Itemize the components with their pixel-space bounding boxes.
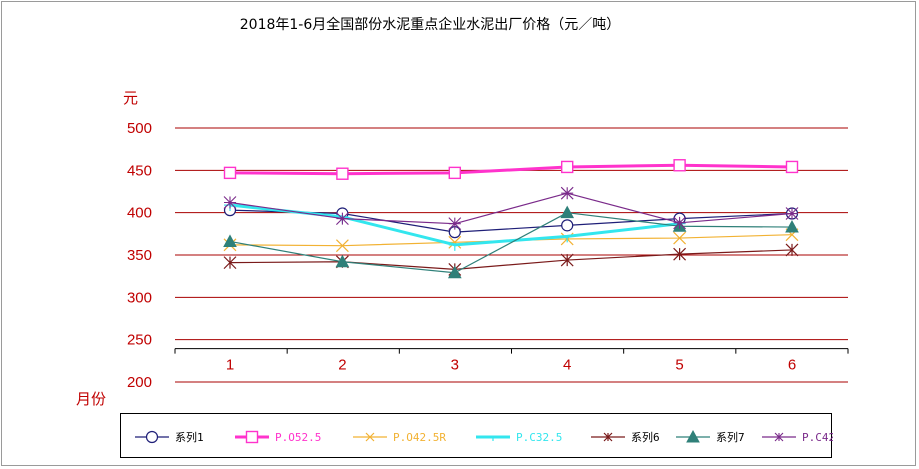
data-point — [335, 254, 350, 268]
data-point — [335, 239, 349, 253]
data-point — [561, 219, 574, 232]
legend-label: 系列1 — [175, 430, 204, 444]
series-0 — [223, 204, 799, 239]
legend-item-3: P.C32.5 — [476, 431, 562, 444]
y-tick-label-450: 450 — [127, 162, 152, 179]
y-tick-label-300: 300 — [127, 289, 152, 306]
data-point — [673, 216, 686, 230]
legend-item-0: 系列1 — [135, 430, 204, 444]
legend-label: P.C32.5 — [516, 431, 562, 444]
legend-marker — [686, 429, 700, 443]
data-point — [673, 231, 687, 245]
x-tick-label-5: 5 — [675, 357, 683, 374]
legend-marker — [145, 430, 159, 444]
data-point — [785, 207, 799, 220]
legend-marker — [245, 430, 259, 444]
x-tick-label-2: 2 — [338, 357, 346, 374]
data-point — [560, 205, 575, 219]
data-point — [785, 160, 799, 174]
legend-label: 系列6 — [631, 430, 660, 444]
data-point — [448, 217, 462, 231]
data-point — [223, 196, 237, 209]
data-point — [223, 256, 237, 270]
x-axis-label: 月份 — [76, 390, 106, 408]
legend-item-2: P.O42.5R — [353, 431, 446, 444]
data-point — [560, 186, 574, 200]
data-point — [560, 253, 574, 267]
legend-marker — [603, 432, 613, 442]
legend-marker — [365, 432, 375, 442]
y-tick-label-350: 350 — [127, 247, 152, 264]
data-point — [561, 160, 574, 174]
series-line-1 — [229, 163, 793, 176]
legend-label: 系列7 — [716, 430, 745, 444]
legend-item-5: 系列7 — [676, 429, 745, 444]
data-point — [673, 159, 686, 172]
y-tick-label-500: 500 — [127, 120, 152, 137]
data-point — [673, 247, 687, 261]
y-axis-label: 元 — [123, 89, 138, 107]
x-tick-label-6: 6 — [788, 357, 796, 374]
series-4 — [223, 243, 799, 276]
y-tick-label-400: 400 — [127, 205, 152, 222]
data-point — [336, 167, 349, 180]
legend-label: P.C42.5 — [802, 431, 833, 444]
series-line-5 — [229, 212, 793, 274]
legend-label: P.O52.5 — [275, 431, 321, 444]
legend-marker — [489, 436, 497, 441]
series-1 — [223, 159, 799, 180]
series-line-6 — [229, 192, 793, 225]
legend-item-6: P.C42.5 — [762, 431, 848, 444]
legend-label: P.O42.5R — [393, 431, 446, 444]
data-point — [448, 166, 461, 180]
data-point — [785, 220, 799, 233]
x-tick-label-1: 1 — [226, 357, 234, 374]
series-line-4 — [229, 249, 793, 270]
data-point — [223, 234, 237, 247]
chart-legend: 系列1 P.O52.5 P.O42.5R P.C32.5 系列6 系列7 P.C42.5 — [120, 413, 848, 458]
data-point — [448, 235, 462, 249]
x-tick-label-3: 3 — [451, 357, 459, 374]
x-tick-label-4: 4 — [563, 357, 571, 374]
legend-item-1: P.O52.5 — [235, 430, 321, 444]
y-tick-label-250: 250 — [127, 332, 152, 349]
series-line-0 — [229, 209, 793, 233]
y-tick-label-200: 200 — [127, 374, 152, 391]
chart-title: 2018年1-6月全国部份水泥重点企业水泥出厂价格（元／吨） — [239, 17, 621, 33]
legend-marker — [774, 432, 784, 442]
data-point — [561, 235, 574, 243]
data-point — [447, 265, 462, 279]
data-point — [336, 212, 349, 225]
data-point — [448, 244, 461, 251]
data-point — [785, 243, 799, 257]
legend-item-4: 系列6 — [591, 430, 660, 444]
series-6 — [223, 186, 799, 231]
data-point — [223, 166, 237, 180]
